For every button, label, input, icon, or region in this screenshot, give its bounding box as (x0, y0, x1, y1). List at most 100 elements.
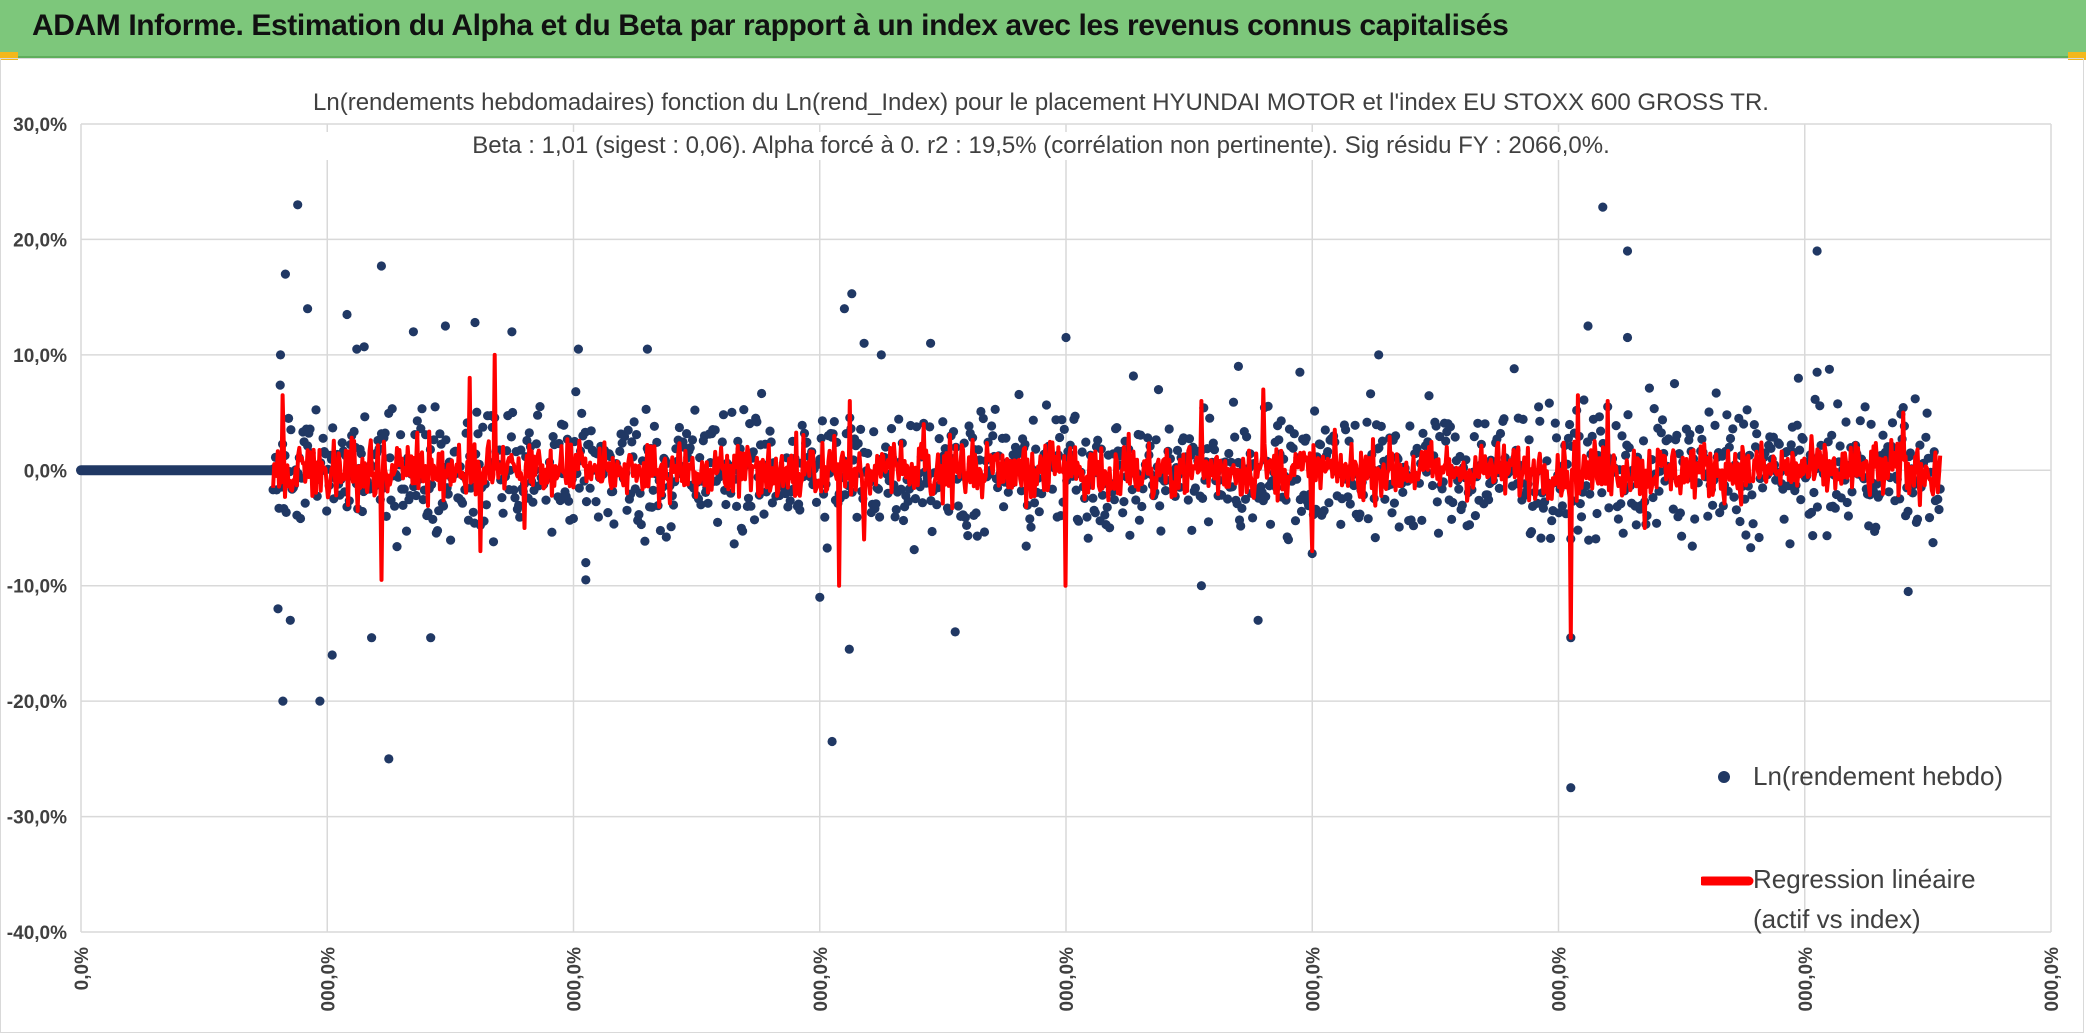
return-point (1573, 525, 1583, 535)
return-point (886, 424, 897, 434)
return-point (318, 433, 328, 443)
return-point (973, 445, 984, 455)
return-point (820, 512, 830, 522)
return-point (1405, 421, 1415, 431)
return-point (1172, 445, 1183, 455)
return-point (1041, 400, 1052, 410)
return-point (1224, 448, 1234, 459)
return-point (1792, 420, 1802, 430)
return-point (1464, 520, 1475, 530)
return-point (468, 507, 478, 517)
return-point (718, 410, 729, 420)
return-point (881, 442, 891, 452)
return-point (759, 509, 769, 519)
return-point (972, 531, 982, 541)
return-point (1687, 541, 1697, 551)
return-point (1924, 513, 1935, 523)
y-tick-label: -30,0% (7, 808, 67, 829)
return-point (729, 539, 739, 549)
return-point-outlier (352, 344, 362, 354)
return-point (1323, 447, 1333, 457)
return-point (1155, 501, 1165, 511)
return-point (481, 500, 491, 510)
return-point (1016, 486, 1026, 496)
return-point (1020, 439, 1030, 449)
return-point (873, 484, 884, 494)
return-point (1320, 425, 1330, 435)
chart-title-line-1: Ln(rendements hebdomadaires) fonction du… (296, 89, 1786, 117)
return-point-outlier (1622, 332, 1633, 343)
return-point (898, 515, 909, 526)
return-point (1184, 434, 1195, 444)
return-point (1833, 399, 1843, 409)
return-point (1469, 432, 1479, 442)
return-point (472, 407, 482, 417)
return-point (739, 405, 749, 415)
return-point (488, 537, 499, 547)
x-tick-label: 000,0% (1303, 947, 1324, 1012)
return-point-outlier (367, 633, 377, 643)
return-point (1274, 435, 1284, 445)
return-point (1672, 430, 1682, 440)
corner-marker-right (2068, 52, 2086, 60)
return-point (1014, 389, 1024, 400)
return-point-outlier (581, 575, 591, 585)
return-point (1025, 514, 1035, 524)
return-point (1156, 526, 1166, 536)
return-point (1370, 533, 1380, 543)
return-point (1398, 487, 1408, 497)
return-point-outlier (1812, 246, 1822, 256)
regression-line (271, 352, 1943, 640)
return-point (275, 380, 285, 390)
return-point-outlier (275, 350, 286, 360)
return-point (571, 387, 581, 397)
return-point (603, 508, 613, 518)
return-point-outlier (839, 304, 850, 314)
return-point (1551, 433, 1562, 443)
return-point (457, 498, 468, 508)
return-point (1202, 444, 1212, 454)
return-point (1125, 530, 1135, 540)
return-point (1747, 490, 1757, 500)
x-tick-label: 000,0% (565, 947, 586, 1012)
return-point (441, 435, 451, 445)
return-point (1341, 425, 1351, 435)
return-point (1779, 514, 1789, 524)
return-point (1526, 527, 1537, 537)
return-point (1545, 533, 1556, 543)
return-point (894, 414, 904, 424)
return-point (1209, 445, 1220, 455)
return-point (909, 545, 919, 555)
return-point (585, 483, 595, 493)
return-point (1427, 480, 1438, 491)
return-point (634, 510, 644, 520)
return-point-outlier (440, 321, 450, 331)
return-point (1105, 523, 1115, 533)
return-point (1554, 508, 1564, 518)
return-point (286, 425, 296, 435)
return-point (1933, 494, 1943, 504)
return-point (852, 512, 862, 522)
return-point (1748, 519, 1758, 529)
return-point-outlier (315, 696, 325, 706)
return-point-outlier (876, 350, 886, 360)
return-point-outlier (950, 627, 960, 637)
return-point (785, 496, 795, 506)
return-point (960, 512, 971, 523)
legend-line-label-2: (actif vs index) (1753, 904, 1921, 934)
return-point (1424, 391, 1434, 401)
return-point (564, 496, 574, 506)
return-point (1910, 394, 1920, 404)
return-point (1083, 533, 1093, 543)
return-point (721, 499, 731, 510)
return-point (1134, 515, 1144, 525)
return-point (1835, 441, 1845, 451)
return-point (1454, 484, 1464, 494)
return-point (1887, 418, 1898, 428)
return-point (1242, 432, 1252, 442)
return-point (655, 525, 666, 536)
return-point (1728, 424, 1738, 434)
return-point (1315, 440, 1326, 450)
return-point (891, 505, 901, 515)
return-point (1585, 489, 1595, 499)
